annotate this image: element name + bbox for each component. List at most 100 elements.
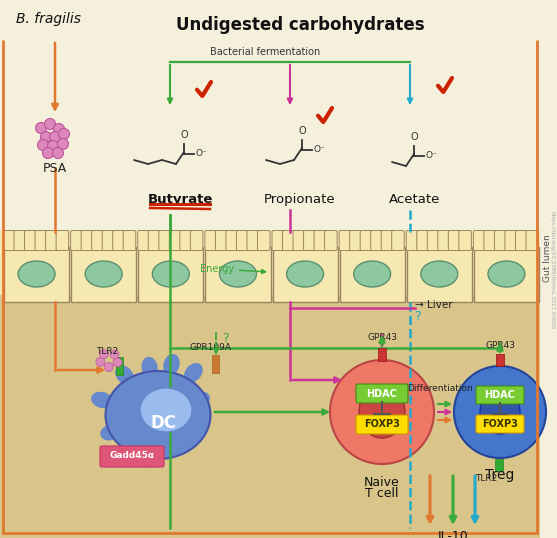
FancyBboxPatch shape: [304, 230, 316, 251]
Ellipse shape: [141, 357, 158, 379]
Ellipse shape: [421, 261, 458, 287]
FancyBboxPatch shape: [113, 230, 125, 251]
FancyBboxPatch shape: [257, 230, 270, 251]
Ellipse shape: [100, 424, 122, 441]
FancyBboxPatch shape: [102, 230, 115, 251]
Ellipse shape: [91, 392, 113, 408]
FancyBboxPatch shape: [206, 247, 271, 302]
FancyBboxPatch shape: [71, 247, 136, 302]
Text: HDAC: HDAC: [367, 389, 398, 399]
Text: GPR109A: GPR109A: [189, 343, 231, 352]
Text: Treg: Treg: [485, 468, 515, 482]
Text: TLR2: TLR2: [475, 474, 497, 483]
Text: https://doi.org/10.3389/fimmu.2017.00606: https://doi.org/10.3389/fimmu.2017.00606: [550, 211, 555, 329]
Ellipse shape: [85, 261, 122, 287]
Ellipse shape: [488, 261, 525, 287]
Circle shape: [50, 131, 61, 143]
FancyBboxPatch shape: [496, 354, 504, 366]
Text: O: O: [298, 126, 306, 136]
FancyBboxPatch shape: [484, 230, 496, 251]
FancyBboxPatch shape: [46, 230, 58, 251]
FancyBboxPatch shape: [476, 415, 524, 433]
FancyBboxPatch shape: [350, 230, 362, 251]
FancyBboxPatch shape: [371, 230, 383, 251]
FancyBboxPatch shape: [476, 386, 524, 404]
Ellipse shape: [354, 261, 390, 287]
Circle shape: [330, 360, 434, 464]
Circle shape: [47, 140, 58, 152]
Circle shape: [110, 350, 119, 359]
FancyBboxPatch shape: [123, 230, 136, 251]
FancyBboxPatch shape: [272, 247, 338, 302]
FancyBboxPatch shape: [35, 230, 47, 251]
Text: T cell: T cell: [365, 487, 399, 500]
FancyBboxPatch shape: [247, 230, 260, 251]
Circle shape: [96, 357, 105, 366]
Ellipse shape: [480, 390, 520, 434]
Text: Differentiation: Differentiation: [407, 384, 473, 393]
FancyBboxPatch shape: [272, 230, 285, 251]
Text: DC: DC: [150, 414, 176, 432]
FancyBboxPatch shape: [159, 230, 172, 251]
Ellipse shape: [140, 388, 192, 432]
FancyBboxPatch shape: [448, 230, 461, 251]
Ellipse shape: [115, 365, 134, 385]
FancyBboxPatch shape: [92, 230, 104, 251]
FancyBboxPatch shape: [3, 230, 16, 251]
FancyBboxPatch shape: [407, 247, 472, 302]
Circle shape: [41, 131, 51, 143]
FancyBboxPatch shape: [212, 355, 219, 373]
FancyBboxPatch shape: [356, 384, 408, 403]
Ellipse shape: [184, 363, 203, 383]
Circle shape: [53, 124, 65, 134]
FancyBboxPatch shape: [356, 415, 408, 434]
Text: Acetate: Acetate: [389, 193, 441, 206]
Circle shape: [52, 147, 63, 159]
Circle shape: [37, 139, 48, 151]
FancyBboxPatch shape: [314, 230, 326, 251]
Text: Bacterial fermentation: Bacterial fermentation: [210, 47, 320, 57]
FancyBboxPatch shape: [438, 230, 450, 251]
FancyBboxPatch shape: [378, 348, 386, 361]
Text: Energy: Energy: [200, 264, 266, 274]
FancyBboxPatch shape: [381, 230, 394, 251]
Text: O: O: [180, 130, 188, 140]
FancyBboxPatch shape: [417, 230, 429, 251]
Circle shape: [45, 118, 56, 130]
FancyBboxPatch shape: [339, 230, 351, 251]
FancyBboxPatch shape: [495, 230, 507, 251]
FancyBboxPatch shape: [169, 230, 182, 251]
Bar: [0, 0, 557, 240]
FancyBboxPatch shape: [71, 230, 83, 251]
FancyBboxPatch shape: [25, 230, 37, 251]
Ellipse shape: [287, 261, 324, 287]
FancyBboxPatch shape: [236, 230, 249, 251]
FancyBboxPatch shape: [325, 230, 337, 251]
FancyBboxPatch shape: [340, 247, 405, 302]
Text: HDAC: HDAC: [485, 390, 515, 400]
Circle shape: [454, 366, 546, 458]
FancyBboxPatch shape: [406, 230, 419, 251]
Ellipse shape: [163, 354, 180, 376]
Circle shape: [42, 147, 53, 159]
FancyBboxPatch shape: [505, 230, 517, 251]
FancyBboxPatch shape: [473, 230, 486, 251]
FancyBboxPatch shape: [138, 247, 203, 302]
FancyBboxPatch shape: [495, 459, 503, 471]
Text: O: O: [410, 132, 418, 142]
FancyBboxPatch shape: [14, 230, 27, 251]
FancyBboxPatch shape: [4, 247, 69, 302]
Text: Undigested carbohydrates: Undigested carbohydrates: [175, 16, 424, 34]
Text: PSA: PSA: [43, 162, 67, 175]
FancyBboxPatch shape: [474, 247, 539, 302]
Text: O⁻: O⁻: [425, 152, 437, 160]
FancyBboxPatch shape: [100, 446, 164, 467]
FancyBboxPatch shape: [360, 230, 373, 251]
Ellipse shape: [219, 261, 256, 287]
Circle shape: [100, 350, 109, 359]
Text: O⁻: O⁻: [313, 145, 325, 154]
FancyBboxPatch shape: [190, 230, 203, 251]
FancyBboxPatch shape: [138, 230, 150, 251]
Ellipse shape: [143, 445, 159, 468]
Ellipse shape: [105, 371, 211, 459]
